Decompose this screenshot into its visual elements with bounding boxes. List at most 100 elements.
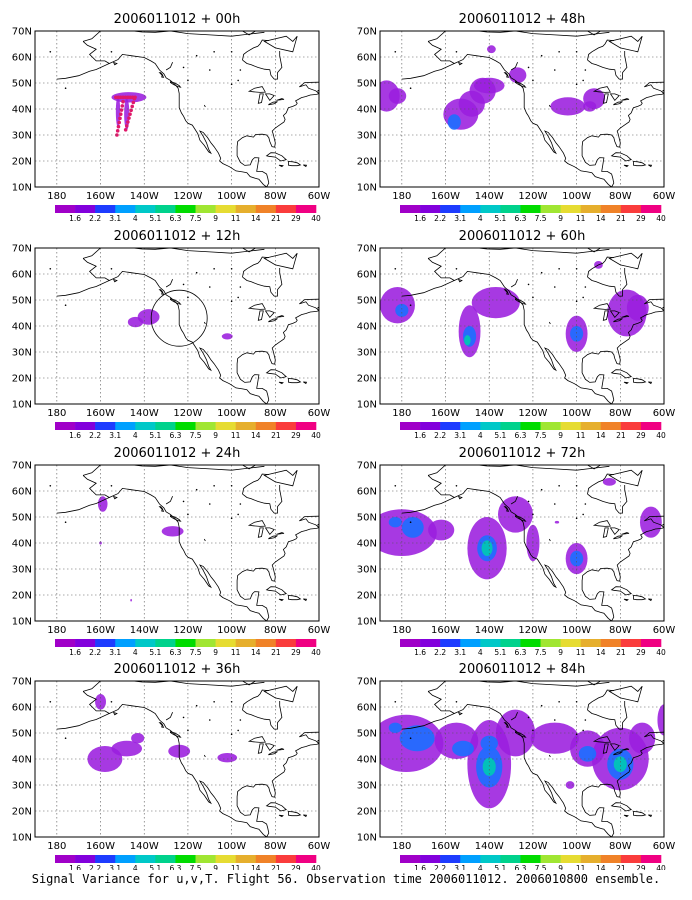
latitude-label: 60N — [357, 53, 377, 64]
coastline — [581, 298, 664, 404]
observation-dot — [115, 129, 120, 133]
map-panel: 2006011012 + 12h 70N 60N 50N 40N 30N 20N 10N 180… — [12, 229, 331, 440]
lake-outline — [203, 754, 206, 758]
map-panel: 2006011012 + 84h 70N 60N 50N 40N 30N 20N 10N 180… — [357, 662, 676, 870]
latitude-label: 10N — [357, 617, 377, 628]
longitude-label: 180 — [47, 841, 66, 852]
small-island — [213, 268, 215, 270]
lake-outline — [592, 303, 611, 310]
island-outline — [515, 731, 527, 738]
latitude-label: 40N — [12, 755, 32, 766]
latitude-label: 50N — [12, 296, 32, 307]
small-island — [394, 701, 397, 703]
lake-outline — [613, 751, 623, 756]
lake-outline — [247, 736, 266, 743]
colorbar-label: 7.5 — [190, 864, 202, 870]
small-island — [237, 729, 239, 732]
small-island — [527, 500, 530, 503]
small-island — [409, 87, 412, 89]
lake-outline — [621, 532, 630, 535]
map-area — [380, 248, 664, 404]
colorbar-label: 7.5 — [535, 864, 547, 870]
small-island — [213, 485, 215, 487]
colorbar-label: 2.2 — [434, 648, 446, 657]
small-island — [575, 485, 578, 487]
variance-shade — [578, 746, 597, 762]
colorbar-swatch — [95, 855, 116, 863]
coastline — [236, 81, 319, 187]
colorbar-swatch — [560, 855, 581, 863]
colorbar-swatch — [135, 205, 156, 213]
latitude-label: 10N — [12, 400, 32, 411]
map-area — [35, 31, 319, 187]
small-island — [455, 485, 458, 487]
coastline — [454, 270, 612, 404]
small-island — [575, 268, 578, 270]
observation-dot — [124, 124, 129, 128]
coastline — [427, 681, 610, 692]
lake-outline — [548, 104, 551, 108]
colorbar-label: 7.5 — [535, 431, 547, 440]
small-island — [64, 304, 67, 307]
longitude-label: 180 — [392, 191, 411, 202]
island-outline — [112, 61, 118, 66]
longitude-label: 140W — [130, 408, 159, 419]
colorbar-label: 3.1 — [454, 431, 466, 440]
longitude-label: 180 — [47, 625, 66, 636]
colorbar-label: 21 — [616, 431, 626, 440]
small-island — [64, 737, 67, 739]
colorbar-swatch — [95, 205, 116, 213]
lake-outline — [276, 532, 285, 535]
longitude-label: 100W — [562, 841, 591, 852]
lake-outline — [609, 527, 620, 536]
variance-shade — [388, 88, 407, 104]
coastline — [587, 473, 614, 495]
small-island — [110, 701, 113, 703]
island-outline — [241, 465, 257, 470]
latitude-label: 40N — [357, 755, 377, 766]
longitude-label: 60W — [308, 408, 331, 419]
colorbar-swatch — [195, 422, 216, 430]
small-island — [409, 521, 412, 523]
coastline — [56, 41, 111, 80]
coastline — [581, 81, 664, 187]
colorbar-label: 11 — [231, 214, 241, 223]
coastline — [587, 51, 628, 80]
longitude-label: 160W — [86, 625, 115, 636]
variance-shade — [428, 519, 455, 541]
lake-outline — [264, 310, 275, 319]
colorbar-label: 7.5 — [190, 431, 202, 440]
latitude-label: 40N — [357, 322, 377, 333]
colorbar-label: 4 — [133, 648, 138, 657]
small-island — [49, 701, 52, 703]
colorbar-label: 14 — [251, 431, 261, 440]
colorbar-label: 6.3 — [169, 214, 181, 223]
longitude-label: 180 — [392, 841, 411, 852]
small-island — [195, 488, 198, 491]
latitude-label: 30N — [357, 565, 377, 576]
latitude-label: 70N — [357, 27, 377, 38]
colorbar-swatch — [520, 205, 541, 213]
island-outline — [112, 278, 118, 283]
longitude-label: 140W — [475, 841, 504, 852]
colorbar-swatch — [400, 855, 421, 863]
island-outline — [633, 595, 647, 601]
small-island — [584, 286, 587, 288]
island-outline — [316, 306, 319, 309]
small-island — [208, 286, 211, 288]
colorbar-label: 40 — [311, 431, 321, 440]
colorbar-label: 2.2 — [89, 214, 101, 223]
colorbar-swatch — [640, 422, 662, 430]
small-island — [64, 87, 67, 89]
latitude-label: 60N — [357, 270, 377, 281]
coastline — [82, 248, 265, 259]
longitude-label: 60W — [308, 191, 331, 202]
latitude-label: 20N — [12, 807, 32, 818]
colorbar-label: 6.3 — [514, 864, 526, 870]
variance-shade — [480, 735, 498, 752]
colorbar-swatch — [275, 855, 297, 863]
lake-outline — [592, 86, 611, 93]
colorbar-label: 14 — [596, 648, 606, 657]
longitude-label: 160W — [86, 408, 115, 419]
latitude-label: 70N — [357, 244, 377, 255]
